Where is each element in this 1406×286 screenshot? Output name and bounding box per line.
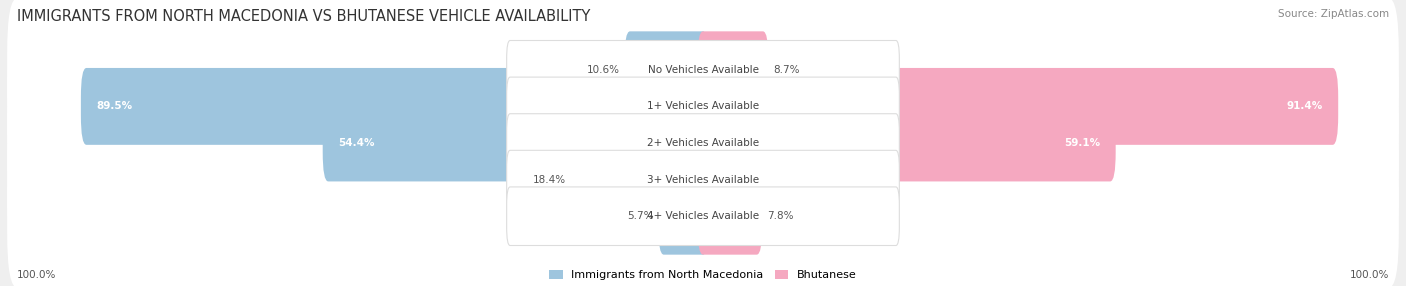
Text: 8.7%: 8.7% bbox=[773, 65, 800, 75]
Text: 100.0%: 100.0% bbox=[17, 270, 56, 280]
FancyBboxPatch shape bbox=[697, 68, 1339, 145]
Text: IMMIGRANTS FROM NORTH MACEDONIA VS BHUTANESE VEHICLE AVAILABILITY: IMMIGRANTS FROM NORTH MACEDONIA VS BHUTA… bbox=[17, 9, 591, 23]
Text: Source: ZipAtlas.com: Source: ZipAtlas.com bbox=[1278, 9, 1389, 19]
FancyBboxPatch shape bbox=[697, 178, 762, 255]
Text: 89.5%: 89.5% bbox=[97, 102, 132, 111]
Text: 7.8%: 7.8% bbox=[768, 211, 793, 221]
FancyBboxPatch shape bbox=[506, 114, 900, 172]
Text: No Vehicles Available: No Vehicles Available bbox=[648, 65, 758, 75]
FancyBboxPatch shape bbox=[82, 68, 709, 145]
FancyBboxPatch shape bbox=[697, 105, 1116, 181]
FancyBboxPatch shape bbox=[624, 31, 709, 108]
FancyBboxPatch shape bbox=[323, 105, 709, 181]
FancyBboxPatch shape bbox=[7, 35, 1399, 178]
Text: 100.0%: 100.0% bbox=[1350, 270, 1389, 280]
Legend: Immigrants from North Macedonia, Bhutanese: Immigrants from North Macedonia, Bhutane… bbox=[550, 270, 856, 280]
Text: 1+ Vehicles Available: 1+ Vehicles Available bbox=[647, 102, 759, 111]
Text: 59.1%: 59.1% bbox=[1064, 138, 1099, 148]
Text: 54.4%: 54.4% bbox=[339, 138, 375, 148]
Text: 4+ Vehicles Available: 4+ Vehicles Available bbox=[647, 211, 759, 221]
FancyBboxPatch shape bbox=[571, 141, 709, 218]
Text: 3+ Vehicles Available: 3+ Vehicles Available bbox=[647, 175, 759, 184]
Text: 18.4%: 18.4% bbox=[533, 175, 565, 184]
FancyBboxPatch shape bbox=[506, 187, 900, 245]
FancyBboxPatch shape bbox=[7, 71, 1399, 215]
Text: 2+ Vehicles Available: 2+ Vehicles Available bbox=[647, 138, 759, 148]
Text: 5.7%: 5.7% bbox=[627, 211, 654, 221]
FancyBboxPatch shape bbox=[506, 150, 900, 209]
FancyBboxPatch shape bbox=[697, 31, 769, 108]
Text: 10.6%: 10.6% bbox=[586, 65, 620, 75]
Text: 22.2%: 22.2% bbox=[810, 175, 845, 184]
Text: 91.4%: 91.4% bbox=[1286, 102, 1323, 111]
FancyBboxPatch shape bbox=[7, 144, 1399, 286]
FancyBboxPatch shape bbox=[506, 41, 900, 99]
FancyBboxPatch shape bbox=[7, 108, 1399, 251]
FancyBboxPatch shape bbox=[506, 77, 900, 136]
FancyBboxPatch shape bbox=[658, 178, 709, 255]
FancyBboxPatch shape bbox=[697, 141, 862, 218]
FancyBboxPatch shape bbox=[7, 0, 1399, 142]
